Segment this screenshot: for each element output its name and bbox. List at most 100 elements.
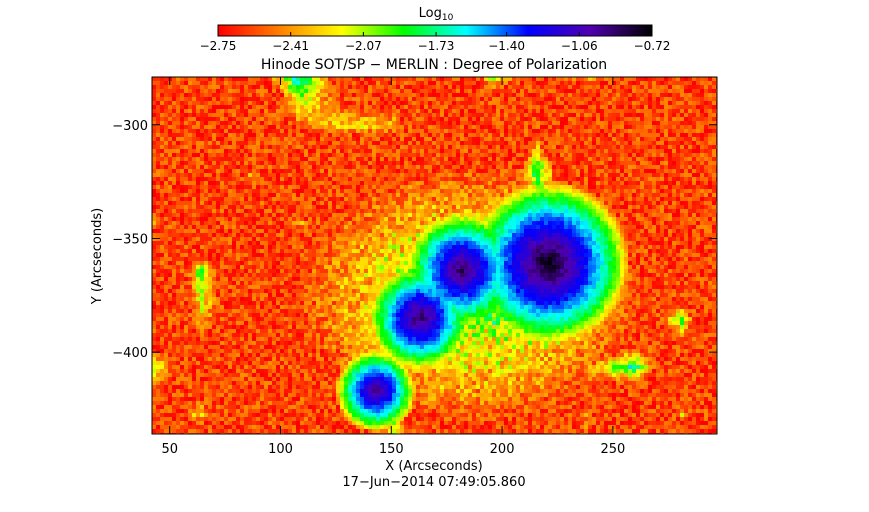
heatmap-cell — [228, 133, 232, 137]
heatmap-cell — [564, 201, 568, 205]
heatmap-cell — [592, 105, 596, 109]
heatmap-cell — [444, 173, 448, 177]
heatmap-cell — [668, 101, 672, 105]
heatmap-cell — [508, 213, 512, 217]
heatmap-cell — [616, 93, 620, 97]
heatmap-cell — [156, 101, 160, 105]
heatmap-cell — [700, 145, 704, 149]
heatmap-cell — [452, 81, 456, 85]
heatmap-cell — [636, 77, 640, 81]
heatmap-cell — [580, 145, 584, 149]
heatmap-cell — [164, 129, 168, 133]
heatmap-cell — [500, 125, 504, 129]
heatmap-cell — [240, 189, 244, 193]
heatmap-cell — [440, 97, 444, 101]
heatmap-cell — [316, 133, 320, 137]
heatmap-cell — [616, 213, 620, 217]
heatmap-cell — [412, 177, 416, 181]
heatmap-cell — [632, 133, 636, 137]
heatmap-cell — [164, 141, 168, 145]
heatmap-cell — [356, 197, 360, 201]
heatmap-cell — [712, 101, 716, 105]
heatmap-cell — [356, 145, 360, 149]
heatmap-cell — [320, 117, 324, 121]
heatmap-cell — [200, 101, 204, 105]
heatmap-cell — [444, 137, 448, 141]
heatmap-cell — [500, 121, 504, 125]
heatmap-cell — [540, 145, 544, 149]
heatmap-cell — [616, 149, 620, 153]
heatmap-cell — [572, 165, 576, 169]
heatmap-cell — [232, 121, 236, 125]
heatmap-cell — [496, 117, 500, 121]
heatmap-cell — [324, 153, 328, 157]
heatmap-cell — [708, 213, 712, 217]
heatmap-cell — [348, 93, 352, 97]
heatmap-cell — [532, 189, 536, 193]
heatmap-cell — [576, 213, 580, 217]
heatmap-cell — [520, 169, 524, 173]
heatmap-cell — [388, 141, 392, 145]
heatmap-cell — [352, 109, 356, 113]
heatmap-cell — [664, 109, 668, 113]
heatmap-cell — [280, 89, 284, 93]
heatmap-cell — [496, 209, 500, 213]
heatmap-cell — [428, 113, 432, 117]
heatmap-cell — [224, 89, 228, 93]
heatmap-cell — [224, 109, 228, 113]
heatmap-cell — [700, 161, 704, 165]
heatmap-cell — [700, 181, 704, 185]
heatmap-cell — [676, 133, 680, 137]
heatmap-cell — [568, 165, 572, 169]
heatmap-cell — [560, 101, 564, 105]
heatmap-cell — [468, 185, 472, 189]
heatmap-cell — [204, 153, 208, 157]
heatmap-cell — [348, 185, 352, 189]
heatmap-cell — [424, 145, 428, 149]
heatmap-cell — [340, 161, 344, 165]
heatmap-cell — [280, 209, 284, 213]
heatmap-cell — [576, 133, 580, 137]
heatmap-cell — [648, 181, 652, 185]
heatmap-cell — [192, 169, 196, 173]
heatmap-cell — [188, 145, 192, 149]
heatmap-cell — [608, 197, 612, 201]
heatmap-cell — [396, 81, 400, 85]
heatmap-cell — [644, 173, 648, 177]
heatmap-cell — [364, 197, 368, 201]
heatmap-cell — [664, 117, 668, 121]
heatmap-cell — [396, 85, 400, 89]
heatmap-cell — [276, 205, 280, 209]
heatmap-cell — [224, 77, 228, 81]
heatmap-cell — [204, 113, 208, 117]
heatmap-cell — [416, 121, 420, 125]
heatmap-cell — [184, 121, 188, 125]
heatmap-cell — [424, 189, 428, 193]
heatmap-cell — [564, 137, 568, 141]
heatmap-cell — [372, 205, 376, 209]
heatmap-cell — [652, 201, 656, 205]
heatmap-cell — [568, 205, 572, 209]
heatmap-cell — [632, 117, 636, 121]
heatmap-cell — [656, 141, 660, 145]
heatmap-cell — [360, 125, 364, 129]
heatmap-cell — [280, 121, 284, 125]
heatmap-cell — [332, 109, 336, 113]
heatmap-cell — [332, 185, 336, 189]
heatmap-cell — [676, 81, 680, 85]
heatmap-cell — [256, 205, 260, 209]
heatmap-cell — [432, 205, 436, 209]
heatmap-cell — [260, 77, 264, 81]
heatmap-cell — [208, 209, 212, 213]
heatmap-cell — [248, 113, 252, 117]
heatmap-cell — [404, 173, 408, 177]
heatmap-cell — [236, 121, 240, 125]
heatmap-cell — [312, 213, 316, 217]
heatmap-cell — [244, 213, 248, 217]
heatmap-cell — [336, 157, 340, 161]
heatmap-cell — [204, 185, 208, 189]
heatmap-cell — [420, 177, 424, 181]
heatmap-cell — [392, 165, 396, 169]
heatmap-cell — [444, 161, 448, 165]
heatmap-cell — [512, 129, 516, 133]
